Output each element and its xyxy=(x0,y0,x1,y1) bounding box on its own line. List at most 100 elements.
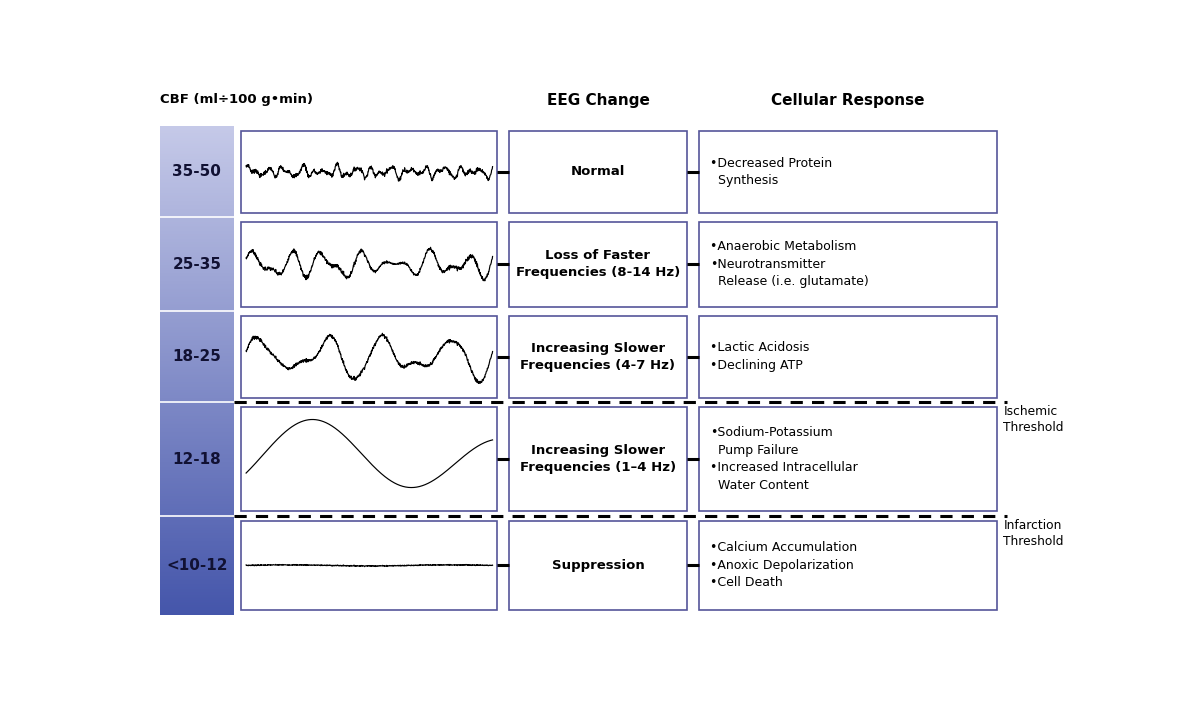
Bar xyxy=(160,575,234,577)
Bar xyxy=(160,371,234,372)
Bar xyxy=(160,308,234,311)
Bar xyxy=(160,460,234,462)
Bar xyxy=(160,543,234,545)
Bar xyxy=(160,395,234,396)
Bar xyxy=(160,322,234,323)
Bar xyxy=(160,561,234,563)
Bar xyxy=(160,242,234,243)
Bar xyxy=(160,491,234,493)
Bar xyxy=(160,214,234,216)
Bar xyxy=(160,564,234,566)
Bar xyxy=(160,507,234,509)
Bar xyxy=(160,476,234,478)
FancyBboxPatch shape xyxy=(241,407,497,511)
Bar xyxy=(160,568,234,569)
Bar xyxy=(160,354,234,356)
Bar xyxy=(160,511,234,512)
Bar xyxy=(160,176,234,177)
Bar xyxy=(160,216,234,218)
Bar xyxy=(160,260,234,261)
Bar xyxy=(160,598,234,600)
Bar xyxy=(160,256,234,258)
Bar xyxy=(160,506,234,507)
Bar xyxy=(160,378,234,381)
Bar xyxy=(160,317,234,318)
Bar xyxy=(160,468,234,470)
Text: 35-50: 35-50 xyxy=(173,164,221,179)
Bar xyxy=(160,436,234,437)
Bar xyxy=(160,313,234,316)
Bar xyxy=(160,316,234,317)
Bar xyxy=(160,587,234,588)
Text: <10-12: <10-12 xyxy=(166,558,228,573)
Bar xyxy=(160,167,234,169)
Text: •Sodium-Potassium
  Pump Failure
•Increased Intracellular
  Water Content: •Sodium-Potassium Pump Failure •Increase… xyxy=(710,426,858,492)
Bar xyxy=(160,206,234,208)
Bar xyxy=(160,470,234,471)
Bar xyxy=(160,566,234,568)
Bar xyxy=(160,364,234,366)
Bar xyxy=(160,403,234,405)
Bar xyxy=(160,446,234,447)
Bar xyxy=(160,232,234,234)
Bar xyxy=(160,330,234,331)
Bar xyxy=(160,196,234,198)
Bar xyxy=(160,363,234,364)
Bar xyxy=(160,265,234,266)
Bar xyxy=(160,231,234,232)
Text: Suppression: Suppression xyxy=(552,559,644,572)
Bar xyxy=(160,376,234,377)
Text: Increasing Slower
Frequencies (4-7 Hz): Increasing Slower Frequencies (4-7 Hz) xyxy=(521,342,676,372)
Bar xyxy=(160,428,234,429)
Bar xyxy=(160,135,234,136)
FancyBboxPatch shape xyxy=(241,222,497,307)
Bar xyxy=(160,304,234,306)
Bar xyxy=(160,613,234,615)
Bar xyxy=(160,509,234,511)
Bar xyxy=(160,311,234,312)
Bar xyxy=(160,416,234,418)
Bar xyxy=(160,219,234,221)
Bar xyxy=(160,301,234,302)
Bar xyxy=(160,338,234,340)
Bar xyxy=(160,386,234,387)
Bar xyxy=(160,400,234,401)
FancyBboxPatch shape xyxy=(698,222,997,307)
Bar xyxy=(160,523,234,526)
Bar xyxy=(160,299,234,301)
Bar xyxy=(160,227,234,229)
Bar xyxy=(160,323,234,325)
Bar xyxy=(160,390,234,392)
Bar xyxy=(160,546,234,548)
Text: •Decreased Protein
  Synthesis: •Decreased Protein Synthesis xyxy=(710,156,833,187)
Bar xyxy=(160,471,234,473)
Bar xyxy=(160,431,234,433)
Text: EEG Change: EEG Change xyxy=(546,94,649,109)
Bar xyxy=(160,246,234,247)
Bar xyxy=(160,335,234,336)
FancyBboxPatch shape xyxy=(509,521,688,610)
Text: Infarction
Threshold: Infarction Threshold xyxy=(1003,519,1063,548)
Bar xyxy=(160,146,234,148)
Bar xyxy=(160,261,234,263)
Bar xyxy=(160,593,234,595)
Bar xyxy=(160,177,234,178)
Bar xyxy=(160,387,234,388)
Bar xyxy=(160,296,234,297)
Bar xyxy=(160,570,234,573)
Bar xyxy=(160,185,234,186)
Bar xyxy=(160,573,234,574)
Bar xyxy=(160,226,234,227)
Bar xyxy=(160,493,234,494)
Bar xyxy=(160,381,234,382)
Bar xyxy=(160,383,234,386)
Bar xyxy=(160,172,234,174)
Bar xyxy=(160,579,234,580)
Bar xyxy=(160,182,234,183)
Bar xyxy=(160,563,234,564)
Bar xyxy=(160,456,234,457)
Bar xyxy=(160,475,234,476)
Bar xyxy=(160,550,234,551)
Bar xyxy=(160,536,234,538)
Bar xyxy=(160,356,234,358)
